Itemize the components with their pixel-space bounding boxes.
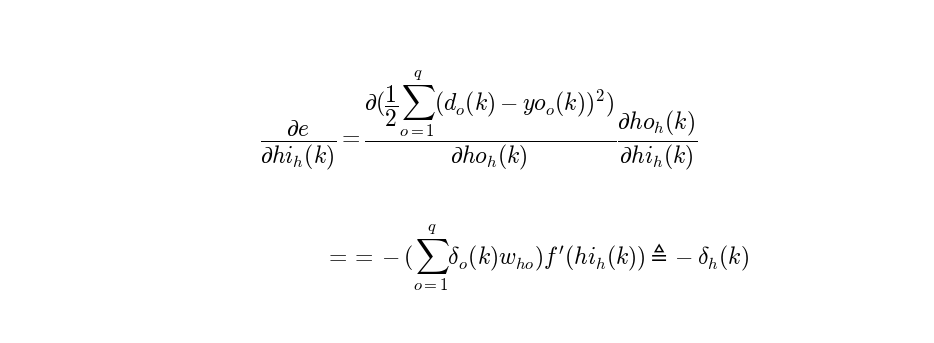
- Text: $== -(\sum_{o=1}^{q}\delta_{o}(k)w_{ho})f'(hi_{h}(k))\triangleq -\delta_{h}(k)$: $== -(\sum_{o=1}^{q}\delta_{o}(k)w_{ho})…: [324, 222, 749, 293]
- Text: $\dfrac{\partial e}{\partial hi_{h}(k)} = \dfrac{\partial(\dfrac{1}{2}\sum_{o=1}: $\dfrac{\partial e}{\partial hi_{h}(k)} …: [260, 69, 698, 172]
